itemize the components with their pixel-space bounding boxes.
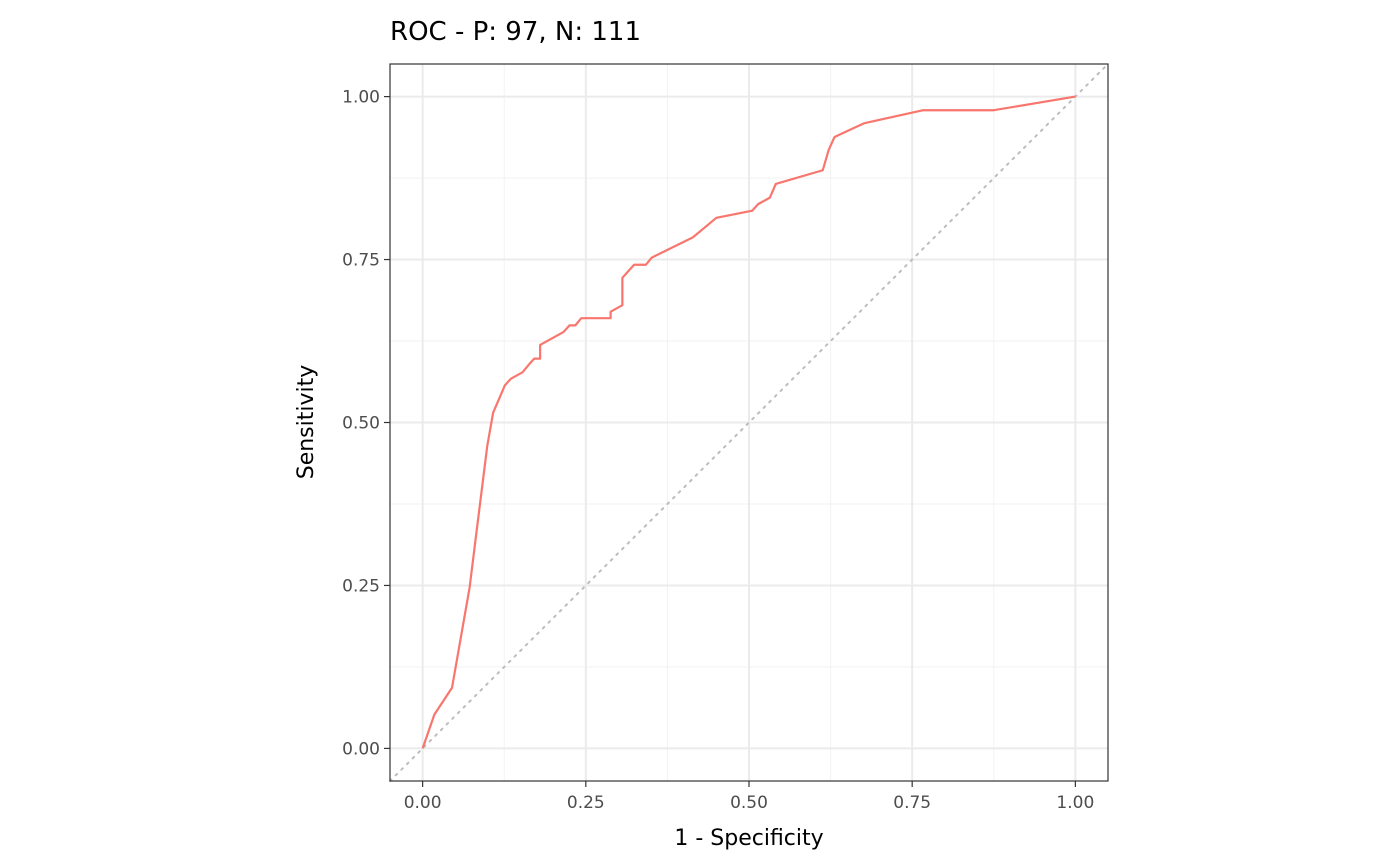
- diagonal-reference-line: [389, 63, 1109, 782]
- grid-major: [390, 64, 1108, 781]
- y-tick-label: 0.25: [342, 576, 380, 596]
- chart-title: ROC - P: 97, N: 111: [390, 17, 641, 47]
- y-tick-label: 0.50: [342, 414, 380, 434]
- x-tick-label: 1.00: [1056, 793, 1094, 813]
- y-tick-label: 0.75: [342, 251, 380, 271]
- x-axis-title: 1 - Specificity: [674, 826, 823, 851]
- x-axis-ticks: 0.00 0.25 0.50 0.75 1.00: [404, 781, 1094, 813]
- y-axis-ticks: 0.00 0.25 0.50 0.75 1.00: [342, 88, 390, 759]
- x-tick-label: 0.50: [730, 793, 768, 813]
- y-tick-label: 0.00: [342, 739, 380, 759]
- roc-curve-line: [421, 95, 1076, 749]
- x-tick-label: 0.75: [893, 793, 931, 813]
- y-axis-title: Sensitivity: [294, 365, 319, 480]
- x-tick-label: 0.25: [567, 793, 605, 813]
- x-tick-label: 0.00: [404, 793, 442, 813]
- y-tick-label: 1.00: [342, 88, 380, 108]
